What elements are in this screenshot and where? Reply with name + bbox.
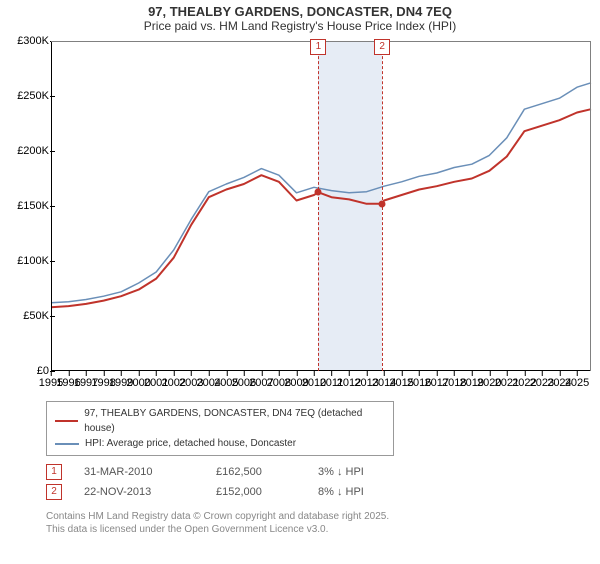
legend-box: 97, THEALBY GARDENS, DONCASTER, DN4 7EQ … [46, 401, 394, 456]
x-tick-label: 2025 [565, 377, 589, 389]
plot-border [51, 41, 591, 371]
event-marker: 2 [374, 39, 390, 55]
y-tick-label: £100K [5, 255, 49, 267]
chart-area: £0£50K£100K£150K£200K£250K£300K 12 19951… [5, 35, 595, 395]
event-dot [315, 189, 322, 196]
events-table: 1 31-MAR-2010 £162,500 3% ↓ HPI 2 22-NOV-2013… [46, 462, 600, 502]
y-tick-label: £300K [5, 35, 49, 47]
event-marker-cell: 2 [46, 484, 62, 500]
legend-swatch [55, 443, 79, 445]
attribution-line-2: This data is licensed under the Open Gov… [46, 523, 600, 536]
y-tick-label: £50K [5, 310, 49, 322]
event-pct: 8% ↓ HPI [318, 486, 408, 498]
attribution-line-1: Contains HM Land Registry data © Crown c… [46, 510, 600, 523]
legend-swatch [55, 420, 78, 422]
legend-item: 97, THEALBY GARDENS, DONCASTER, DN4 7EQ … [55, 406, 385, 436]
legend-label: 97, THEALBY GARDENS, DONCASTER, DN4 7EQ … [84, 406, 385, 436]
event-marker-cell: 1 [46, 464, 62, 480]
event-line [318, 41, 319, 371]
events-table-row: 1 31-MAR-2010 £162,500 3% ↓ HPI [46, 462, 600, 482]
event-pct: 3% ↓ HPI [318, 466, 408, 478]
event-marker: 1 [310, 39, 326, 55]
event-dot [379, 200, 386, 207]
event-price: £152,000 [216, 486, 296, 498]
event-price: £162,500 [216, 466, 296, 478]
legend-item: HPI: Average price, detached house, Donc… [55, 436, 385, 451]
legend-label: HPI: Average price, detached house, Donc… [85, 436, 296, 451]
y-tick-label: £0 [5, 365, 49, 377]
events-table-row: 2 22-NOV-2013 £152,000 8% ↓ HPI [46, 482, 600, 502]
y-tick-label: £250K [5, 90, 49, 102]
event-date: 31-MAR-2010 [84, 466, 194, 478]
event-date: 22-NOV-2013 [84, 486, 194, 498]
y-tick-label: £150K [5, 200, 49, 212]
chart-title-sub: Price paid vs. HM Land Registry's House … [0, 19, 600, 33]
y-tick-label: £200K [5, 145, 49, 157]
plot-area: 12 1995199619971998199920002001200220032… [51, 41, 591, 371]
chart-title-main: 97, THEALBY GARDENS, DONCASTER, DN4 7EQ [0, 4, 600, 19]
attribution: Contains HM Land Registry data © Crown c… [46, 510, 600, 536]
